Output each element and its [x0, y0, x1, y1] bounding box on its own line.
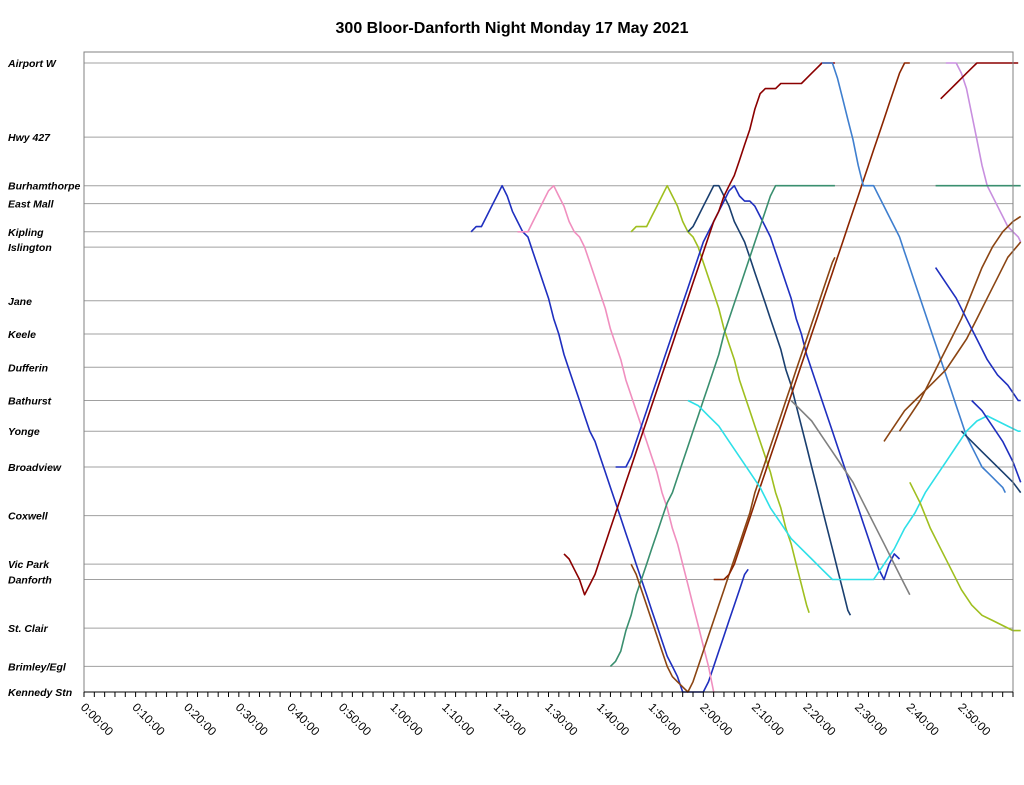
trip-line [960, 430, 1022, 494]
trip-line [883, 241, 1022, 442]
x-tick-label: 1:20:00 [491, 700, 529, 738]
trip-line [609, 184, 835, 667]
stop-label: Yonge [8, 426, 40, 438]
x-tick-label: 2:20:00 [800, 700, 838, 738]
x-tick-label: 2:00:00 [697, 700, 735, 738]
stop-label: Coxwell [8, 511, 49, 523]
stop-label: Broadview [8, 462, 62, 474]
chart-title: 300 Bloor-Danforth Night Monday 17 May 2… [335, 20, 689, 37]
trip-line [517, 184, 715, 693]
x-tick-label: 2:30:00 [852, 700, 890, 738]
stop-labels: Airport W Hwy 427 Burhamthorpe East Mall Kip… [7, 58, 80, 699]
trip-line [713, 62, 910, 581]
x-tick-label: 1:00:00 [388, 700, 426, 738]
stop-label: Islington [8, 242, 52, 254]
stop-label: Vic Park [8, 559, 50, 571]
trip-line [615, 184, 901, 581]
trip-line [630, 256, 836, 693]
trip-line [630, 184, 810, 613]
x-tick-label: 0:00:00 [78, 700, 116, 738]
stop-label: Kennedy Stn [8, 687, 72, 699]
x-tick-label: 0:30:00 [233, 700, 271, 738]
trip-line [909, 481, 1021, 632]
x-axis: 0:00:00 0:10:00 0:20:00 0:30:00 0:40:00 0:50:… [78, 691, 1014, 739]
stop-label: Brimley/Egl [8, 661, 67, 673]
x-tick-label: 2:50:00 [955, 700, 993, 738]
stop-label: Danforth [8, 574, 52, 586]
trip-line [470, 184, 749, 693]
stop-label: St. Clair [8, 623, 49, 635]
stop-label: Jane [8, 296, 32, 308]
x-tick-label: 0:20:00 [181, 700, 219, 738]
x-tick-label: 1:50:00 [646, 700, 684, 738]
stop-label: Bathurst [8, 396, 52, 408]
stop-label: Kipling [8, 227, 44, 239]
gridlines [84, 62, 1013, 667]
trip-line [790, 399, 911, 596]
stop-label: Hwy 427 [8, 132, 51, 144]
trip-line [971, 399, 1022, 483]
x-tick-label: 1:40:00 [594, 700, 632, 738]
x-tick-label: 2:40:00 [904, 700, 942, 738]
trip-line [687, 184, 852, 616]
stop-label: East Mall [8, 199, 55, 211]
trip-line [940, 62, 1019, 100]
trip-line [898, 215, 1022, 432]
trip-line [687, 399, 1021, 581]
trip-line [945, 62, 1022, 243]
x-tick-label: 1:30:00 [542, 700, 580, 738]
stop-label: Burhamthorpe [8, 181, 80, 193]
x-tick-label: 0:40:00 [284, 700, 322, 738]
x-tick-label: 0:10:00 [129, 700, 167, 738]
trip-line [563, 62, 835, 596]
trip-line [822, 62, 1007, 493]
stop-label: Airport W [7, 58, 57, 70]
x-tick-label: 0:50:00 [336, 700, 374, 738]
x-tick-label: 1:10:00 [439, 700, 477, 738]
stop-label: Dufferin [8, 362, 48, 374]
stop-label: Keele [8, 329, 36, 341]
x-tick-label: 2:10:00 [749, 700, 787, 738]
trip-lines [470, 62, 1022, 693]
